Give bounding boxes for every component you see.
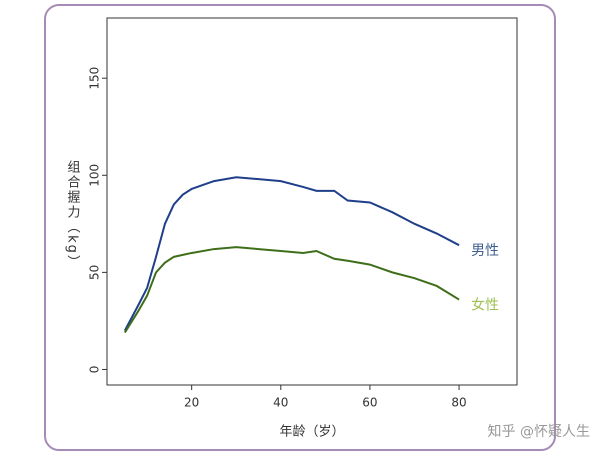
series-label: 女性: [471, 297, 499, 314]
y-tick-label: 50: [88, 265, 102, 280]
watermark: 知乎 @怀疑人生: [488, 423, 590, 440]
x-tick-label: 40: [273, 396, 288, 410]
frame: [44, 4, 556, 451]
x-tick-label: 20: [184, 396, 199, 410]
trend-line: [123, 246, 460, 334]
x-axis-label: 年龄（岁）: [279, 425, 344, 440]
y-tick-label: 100: [88, 164, 102, 187]
y-tick-label: 150: [88, 67, 102, 90]
x-tick-label: 60: [362, 396, 377, 410]
y-axis-label: 组合握力（kg）: [65, 160, 81, 270]
plot-box: [106, 17, 518, 386]
y-tick-label: 0: [88, 366, 102, 374]
x-tick-label: 80: [451, 396, 466, 410]
series-label: 男性: [471, 243, 499, 259]
trend-line: [123, 176, 460, 332]
